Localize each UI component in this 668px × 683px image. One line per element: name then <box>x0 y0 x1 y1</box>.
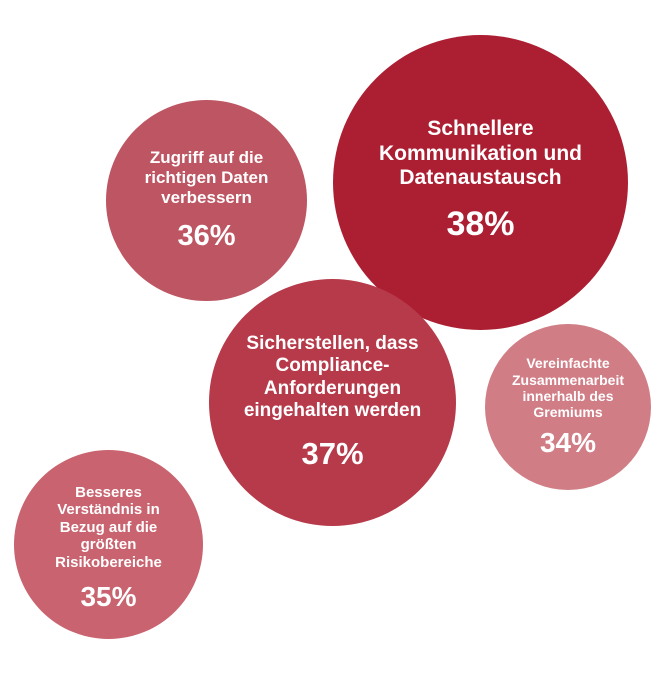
bubble-collaboration: Vereinfachte Zusammenarbeit innerhalb de… <box>485 324 651 490</box>
bubble-value: 37% <box>301 435 364 471</box>
bubble-value: 35% <box>80 581 137 613</box>
bubble-label: Schnellere Kommunikation und Datenaustau… <box>379 117 582 190</box>
bubble-label: Sicherstellen, dass Compliance- Anforder… <box>243 333 422 421</box>
bubble-risk-areas: Besseres Verständnis in Bezug auf die gr… <box>14 450 203 639</box>
bubble-compliance: Sicherstellen, dass Compliance- Anforder… <box>209 279 456 526</box>
bubble-label: Vereinfachte Zusammenarbeit innerhalb de… <box>511 355 625 421</box>
bubble-value: 34% <box>539 426 597 458</box>
bubble-value: 38% <box>446 204 515 243</box>
bubble-value: 36% <box>177 219 236 252</box>
bubble-data-access: Zugriff auf die richtigen Daten verbesse… <box>106 100 307 301</box>
bubble-label: Zugriff auf die richtigen Daten verbesse… <box>144 148 269 207</box>
bubble-communication: Schnellere Kommunikation und Datenaustau… <box>333 35 628 330</box>
bubble-label: Besseres Verständnis in Bezug auf die gr… <box>55 483 162 571</box>
